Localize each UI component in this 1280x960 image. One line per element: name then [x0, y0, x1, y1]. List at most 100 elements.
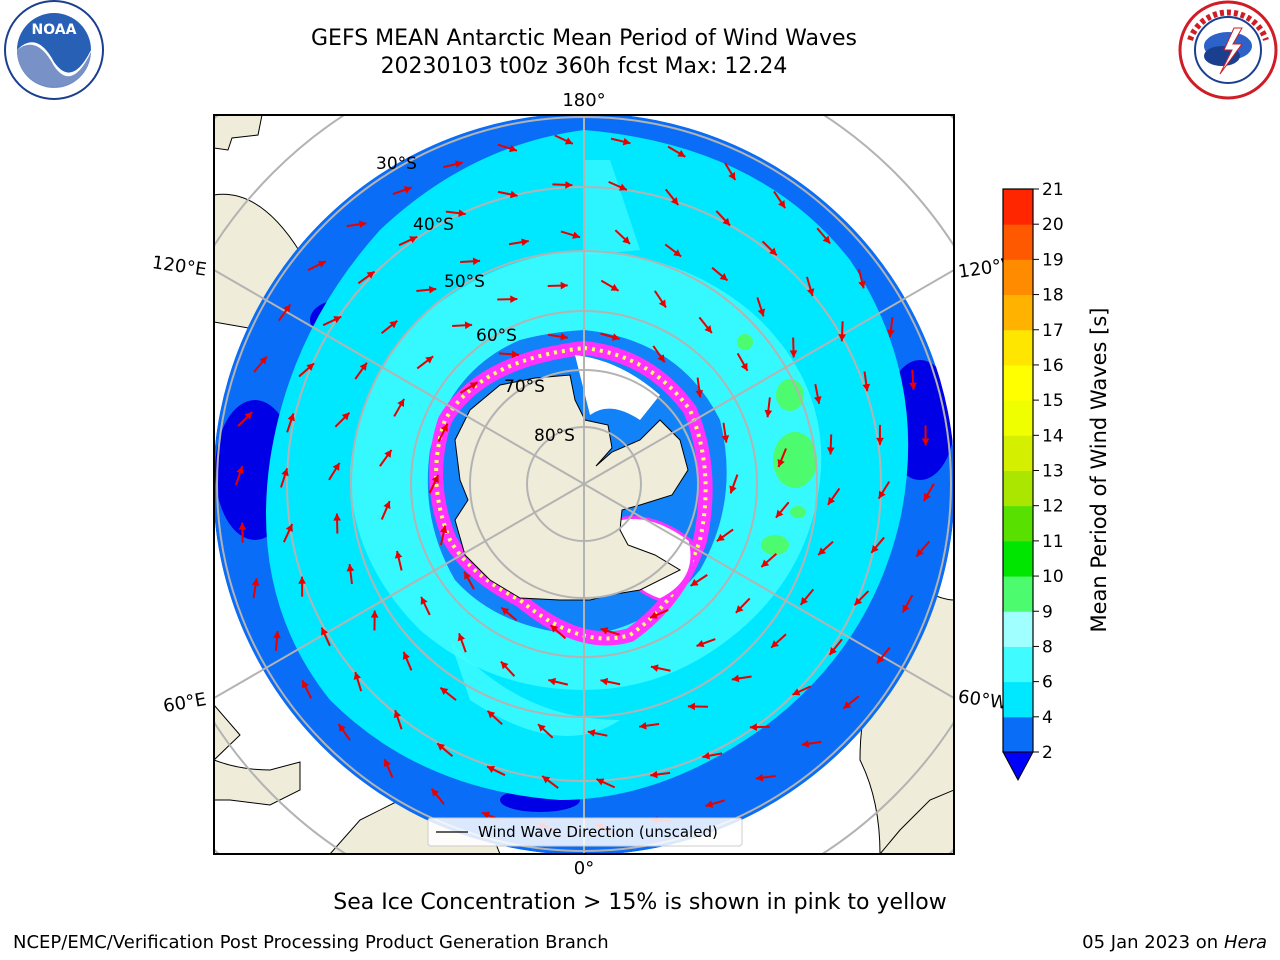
wind-wave-arrow-head [721, 435, 730, 443]
colorbar-tick-label: 18 [1042, 286, 1064, 306]
wind-wave-arrow-head [564, 137, 573, 145]
wind-wave-arrow-head [702, 751, 710, 760]
wind-wave-arrow-head [366, 271, 375, 279]
wind-wave-arrow-head [722, 217, 731, 226]
wind-wave-arrow-head [487, 710, 496, 719]
wind-wave-arrow-head [822, 235, 831, 244]
wind-wave-arrow-head [298, 576, 306, 584]
wind-wave-arrow-head [370, 610, 379, 618]
colorbar-tick-label: 20 [1042, 215, 1064, 235]
wind-wave-arrow-head [359, 362, 367, 371]
wind-wave-arrow-head [719, 273, 728, 281]
wind-wave-arrow-head [909, 382, 917, 390]
wind-wave-arrow-head [596, 778, 605, 786]
wind-wave-arrow-head [402, 651, 410, 660]
footer-host: Hera [1223, 932, 1267, 953]
wind-wave-arrow-head [440, 687, 449, 696]
wind-wave-arrow-head [769, 247, 777, 256]
africa-landmass [214, 690, 301, 806]
wind-wave-arrow-head [393, 710, 402, 719]
wind-wave-arrow-head [587, 729, 596, 737]
wind-wave-arrow-head [677, 149, 686, 157]
wind-wave-arrow-head [565, 181, 573, 189]
wind-wave-arrow-head [425, 356, 434, 364]
wind-wave-arrow-head [658, 299, 666, 308]
colorbar-segment [1003, 259, 1033, 296]
wind-wave-arrow-head [511, 350, 519, 359]
chart-title: GEFS MEAN Antarctic Mean Period of Wind … [311, 26, 857, 51]
wind-wave-arrow-head [455, 160, 463, 168]
wind-wave-arrow-head [600, 627, 609, 635]
nws-logo [1178, 0, 1278, 100]
colorbar-segments [1003, 189, 1033, 753]
wind-wave-arrow-head [383, 501, 391, 510]
wind-wave-arrow-head [827, 496, 836, 505]
wind-wave-arrow-head [777, 459, 785, 467]
wind-wave-arrow-head [789, 350, 798, 358]
colorbar-tick-label: 17 [1042, 321, 1064, 341]
wind-wave-arrow-head [510, 295, 518, 304]
colorbar-tick-label: 14 [1042, 426, 1064, 446]
colorbar-tick-label: 15 [1042, 391, 1064, 411]
wind-wave-arrow-head [829, 647, 837, 655]
wind-wave-arrow-head [801, 739, 810, 748]
lat-label-60s: 60°S [476, 326, 517, 346]
wind-wave-arrow-head [394, 550, 403, 559]
wind-wave-arrow-head [317, 260, 326, 268]
colorbar-tick-label: 10 [1042, 567, 1064, 587]
wind-wave-arrow-head [244, 412, 253, 420]
wind-wave-arrow-head [409, 236, 418, 244]
colorbar-segment [1003, 364, 1033, 401]
wind-wave-arrow-head [333, 316, 342, 324]
wind-wave-arrow-head [509, 144, 517, 153]
wind-wave-arrow-head [440, 423, 448, 432]
wind-wave-arrow-head [687, 702, 696, 711]
wind-wave-arrow-head [469, 382, 478, 390]
wind-wave-arrow-head [670, 197, 679, 206]
wind-wave-arrow-head [814, 396, 822, 404]
wind-wave-arrow-head [806, 288, 815, 297]
wind-wave-arrows [235, 134, 935, 835]
colorbar: 2 4 6 8 9 10 11 12 13 14 15 16 17 18 19 20 21 Mean Perio… [1002, 180, 1111, 782]
wind-wave-arrow-head [437, 743, 446, 751]
wind-wave-arrow-head [843, 701, 852, 709]
wind-wave-arrow-head [862, 383, 871, 392]
wind-wave-arrow-head [916, 548, 924, 557]
wind-wave-arrow-head [509, 190, 518, 199]
colorbar-segment [1003, 576, 1033, 612]
wind-wave-arrow-head [792, 688, 801, 696]
wind-wave-arrow-head [771, 640, 779, 648]
wind-wave-arrow-head [673, 249, 682, 257]
wind-wave-arrow-head [321, 627, 329, 636]
wind-wave-arrow-head [818, 547, 826, 555]
wind-wave-arrow-head [238, 522, 247, 530]
lon-label-60e: 60°E [162, 689, 208, 717]
wind-wave-arrow-head [285, 524, 293, 533]
wind-wave-arrow-head [600, 677, 609, 686]
wind-wave-arrow-head [871, 544, 879, 553]
wind-wave-arrow-head [622, 137, 631, 146]
madagascar-landmass [214, 704, 241, 761]
map-frame [213, 114, 955, 855]
wind-wave-arrow-head [464, 571, 472, 580]
wind-wave-arrow-head [500, 661, 509, 670]
colorbar-segment [1003, 611, 1033, 647]
lon-label-0: 0° [574, 858, 594, 879]
wind-wave-arrow-head [716, 533, 725, 542]
wind-wave-arrow-head [236, 466, 244, 475]
wind-wave-arrow-head [338, 723, 346, 732]
wind-wave-arrow-head [755, 773, 764, 782]
wind-wave-arrow-head [560, 332, 568, 341]
wind-wave-arrow-head [695, 390, 704, 398]
wind-wave-arrow-head [921, 438, 930, 446]
wind-wave-arrow-head [472, 257, 481, 266]
wind-wave-arrow-head [251, 578, 260, 586]
wind-wave-arrow-head [731, 674, 740, 683]
wind-wave-arrow-head [283, 304, 291, 313]
colorbar-segment [1003, 540, 1033, 577]
wind-wave-arrow-head [287, 413, 295, 422]
colorbar-extend-arrow [1002, 751, 1034, 782]
colorbar-label: Mean Period of Wind Waves [s] [1087, 308, 1111, 633]
map-legend: Wind Wave Direction (unscaled) [427, 817, 743, 847]
colorbar-tick-label: 16 [1042, 356, 1064, 376]
